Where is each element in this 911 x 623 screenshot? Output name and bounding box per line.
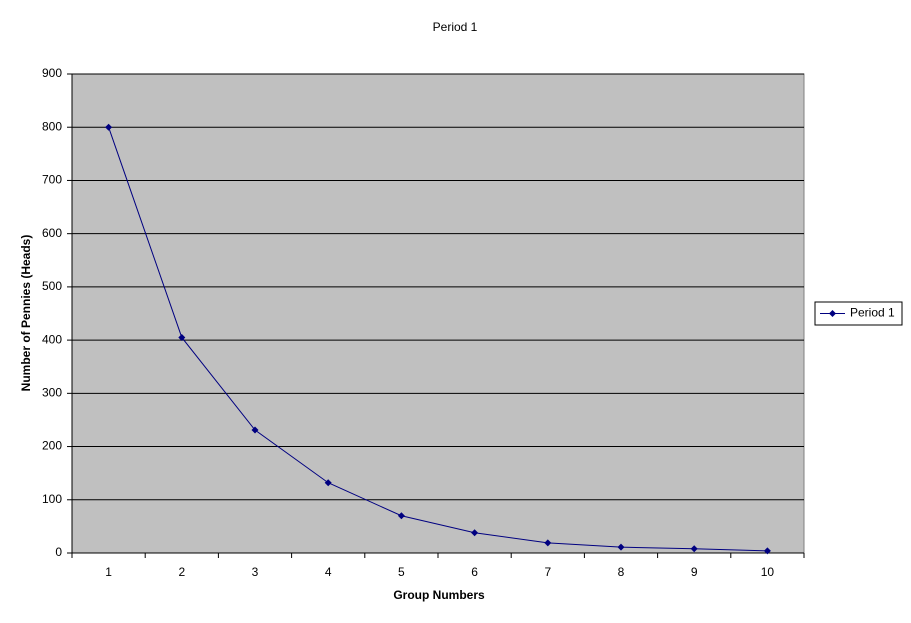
data-point: [763, 547, 771, 555]
legend-box: [814, 301, 903, 326]
data-point: [105, 123, 113, 131]
chart-title: Period 1: [433, 20, 478, 34]
x-tick-label: 6: [471, 565, 478, 579]
y-tick-label: 100: [42, 492, 62, 506]
y-tick-label: 900: [42, 66, 62, 80]
data-point: [690, 545, 698, 553]
y-tick-label: 700: [42, 173, 62, 187]
x-tick-label: 9: [691, 565, 698, 579]
y-tick-label: 800: [42, 119, 62, 133]
legend-label: Period 1: [850, 306, 895, 320]
x-tick-label: 5: [398, 565, 405, 579]
y-tick-label: 400: [42, 332, 62, 346]
data-point: [251, 426, 259, 434]
data-point: [544, 539, 552, 547]
data-point: [178, 333, 186, 341]
data-point: [397, 512, 405, 520]
x-tick-label: 8: [618, 565, 625, 579]
x-tick-label: 1: [105, 565, 112, 579]
data-point: [471, 529, 479, 537]
plot-area: [71, 73, 805, 554]
y-tick-label: 600: [42, 226, 62, 240]
data-point: [324, 479, 332, 487]
x-tick-label: 2: [178, 565, 185, 579]
x-tick-label: 10: [761, 565, 775, 579]
data-point: [617, 543, 625, 551]
x-tick-label: 7: [544, 565, 551, 579]
y-tick-label: 0: [55, 545, 62, 559]
y-tick-label: 200: [42, 439, 62, 453]
series-line: [108, 127, 768, 552]
y-tick-label: 300: [42, 386, 62, 400]
y-tick-label: 500: [42, 279, 62, 293]
x-tick-label: 3: [252, 565, 259, 579]
x-tick-label: 4: [325, 565, 332, 579]
y-axis-label: Number of Pennies (Heads): [19, 235, 33, 392]
x-axis-label: Group Numbers: [393, 588, 485, 602]
legend-marker: [829, 310, 836, 317]
